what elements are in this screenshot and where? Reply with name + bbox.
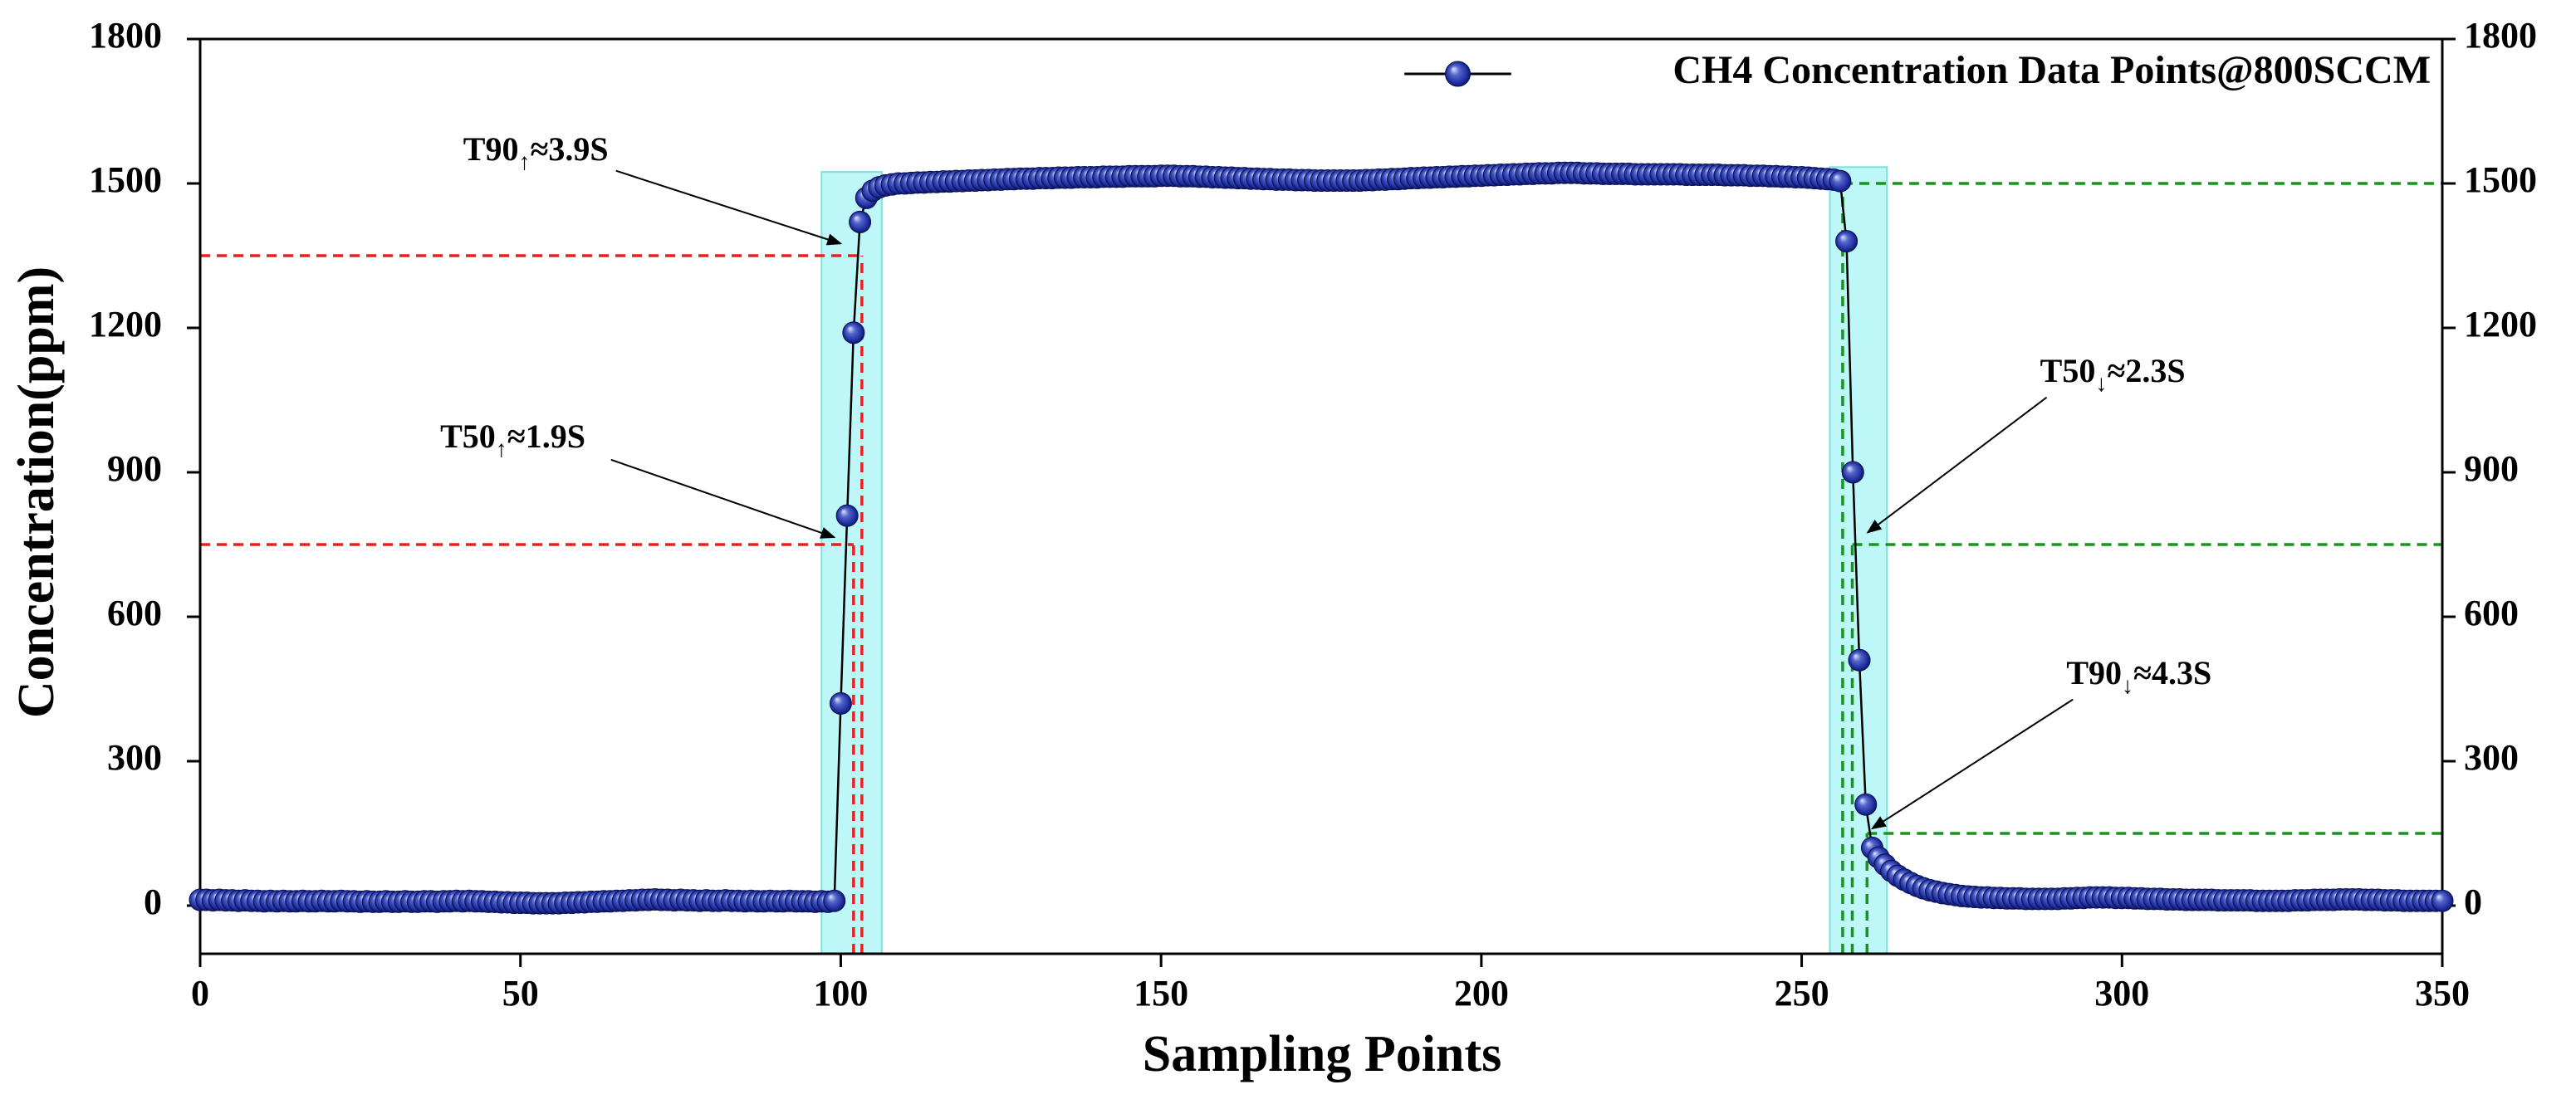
- annotation-sub: ↓: [2122, 673, 2133, 699]
- annotation-rest: ≈3.9S: [530, 130, 608, 168]
- y-tick-label: 900: [107, 448, 162, 489]
- data-point: [835, 504, 859, 527]
- data-point: [1829, 169, 1852, 193]
- annotation-main: T90: [463, 130, 519, 168]
- data-point: [1854, 793, 1878, 816]
- x-tick-label: 300: [2094, 973, 2149, 1014]
- annotation-arrow: [1870, 698, 2074, 830]
- annotation-sub: ↓: [2095, 371, 2107, 397]
- annotation-main: T50: [2040, 352, 2096, 389]
- annotation: T50↑≈1.9S: [440, 418, 585, 462]
- annotation-arrow: [615, 169, 843, 246]
- annotation-arrow: [610, 458, 836, 539]
- y-tick-label: 1500: [89, 159, 162, 200]
- y2-tick-label: 600: [2464, 593, 2519, 633]
- y-tick-label: 600: [107, 593, 162, 633]
- y2-tick-label: 900: [2464, 448, 2519, 489]
- annotation-sub: ↑: [518, 149, 530, 175]
- x-tick-label: 150: [1134, 973, 1188, 1014]
- annotation: T90↑≈3.9S: [463, 130, 609, 175]
- y2-tick-label: 300: [2464, 737, 2519, 778]
- y2-tick-label: 1500: [2464, 159, 2537, 200]
- x-axis-label: Sampling Points: [1143, 1026, 1501, 1082]
- y-axis-label: Concentration(ppm): [8, 266, 65, 718]
- y2-tick-label: 0: [2464, 882, 2482, 922]
- annotation-rest: ≈2.3S: [2107, 352, 2185, 389]
- y2-tick-label: 1800: [2464, 15, 2537, 56]
- y-tick-label: 1200: [89, 304, 162, 344]
- y2-tick-label: 1200: [2464, 304, 2537, 344]
- annotation-main: T90: [2066, 654, 2122, 691]
- legend-marker: [1444, 61, 1471, 87]
- shaded-region: [820, 171, 883, 955]
- data-point: [842, 321, 865, 344]
- plot-frame: [198, 37, 2444, 955]
- y-tick-label: 300: [107, 737, 162, 778]
- x-tick-label: 350: [2415, 973, 2470, 1014]
- x-tick-label: 100: [813, 973, 868, 1014]
- data-point: [1848, 648, 1871, 672]
- annotation-sub: ↑: [496, 437, 507, 463]
- data-point: [1835, 230, 1859, 253]
- annotation-main: T50: [440, 418, 496, 455]
- data-point: [849, 210, 872, 233]
- shaded-region: [1829, 166, 1888, 955]
- data-point: [823, 889, 846, 912]
- annotation-arrow: [1866, 396, 2048, 534]
- data-point: [2431, 889, 2454, 912]
- annotation: T90↓≈4.3S: [2066, 654, 2211, 699]
- data-point: [1841, 461, 1864, 484]
- x-tick-label: 0: [191, 973, 209, 1014]
- y-tick-label: 1800: [89, 15, 162, 56]
- y-tick-label: 0: [144, 882, 162, 922]
- data-point: [829, 691, 852, 715]
- annotation-rest: ≈4.3S: [2133, 654, 2211, 691]
- legend-label: CH4 Concentration Data Points@800SCCM: [1672, 48, 2431, 92]
- annotation-rest: ≈1.9S: [507, 418, 585, 455]
- series-line: [200, 171, 2442, 905]
- annotation: T50↓≈2.3S: [2040, 352, 2186, 397]
- x-tick-label: 250: [1775, 973, 1829, 1014]
- x-tick-label: 50: [502, 973, 539, 1014]
- x-tick-label: 200: [1454, 973, 1509, 1014]
